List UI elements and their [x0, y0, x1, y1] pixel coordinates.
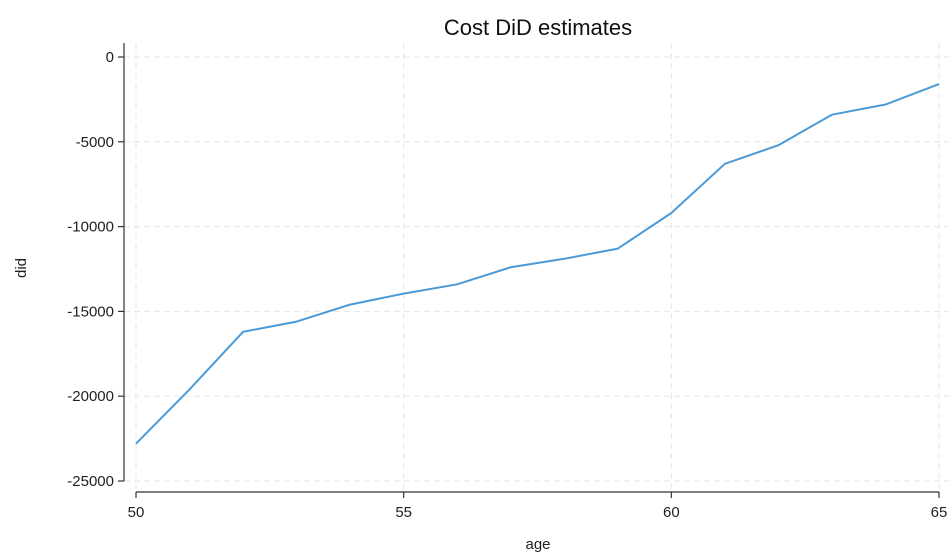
x-axis-title: age	[525, 536, 550, 553]
grid-layer	[124, 43, 949, 492]
ticks-layer: 0 -5000 -10000 -15000 -20000 -25000 50 55 60 65	[67, 49, 947, 521]
y-tick-label: -15000	[67, 303, 114, 320]
series-layer	[135, 83, 940, 445]
y-tick-label: -25000	[67, 473, 114, 490]
y-axis-title: did	[13, 258, 30, 278]
axes-layer	[123, 43, 939, 493]
x-tick-label: 65	[931, 504, 948, 521]
y-tick-label: 0	[106, 49, 114, 66]
y-tick-label: -20000	[67, 388, 114, 405]
y-tick-label: -5000	[76, 134, 114, 151]
chart-title: Cost DiD estimates	[444, 15, 632, 40]
x-tick-label: 60	[663, 504, 680, 521]
y-tick-label: -10000	[67, 219, 114, 236]
series-line	[135, 83, 940, 445]
x-tick-label: 55	[395, 504, 412, 521]
x-tick-label: 50	[128, 504, 145, 521]
